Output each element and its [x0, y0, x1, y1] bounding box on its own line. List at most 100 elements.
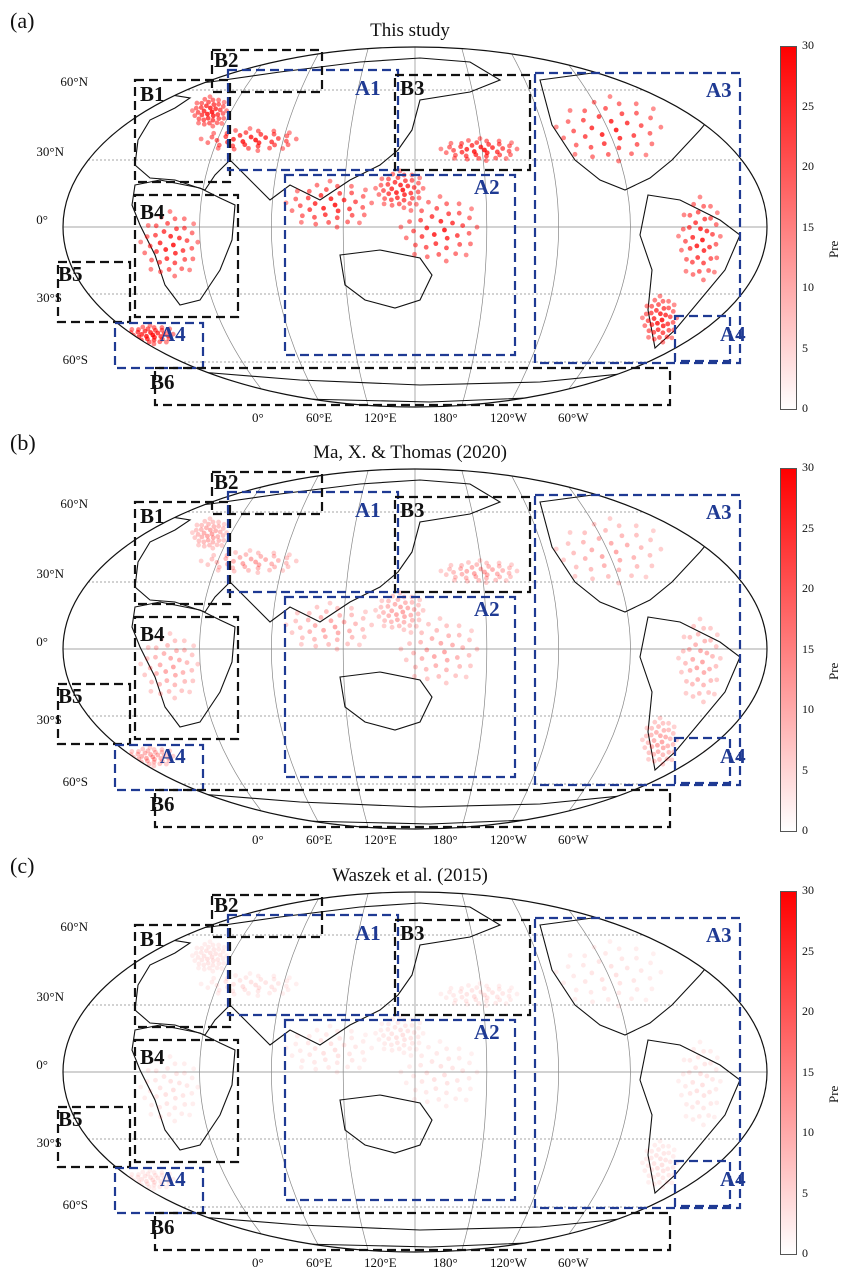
region-label-a4-west: A4	[160, 1167, 186, 1191]
lon-label: 60°W	[558, 1255, 589, 1270]
region-label-a4-west: A4	[160, 322, 186, 346]
panel-a: (a) This study 60°N 30°N 0° 30°S 60°S 0°…	[0, 0, 845, 425]
colorbar-tick: 25	[802, 944, 814, 958]
colorbar-tick: 25	[802, 521, 814, 535]
lat-label: 0°	[36, 634, 48, 649]
region-label-b4: B4	[140, 622, 165, 646]
colorbar-tick: 5	[802, 763, 808, 777]
colorbar-tick: 30	[802, 883, 814, 897]
lat-label: 30°N	[36, 144, 64, 159]
lon-label: 60°W	[558, 410, 589, 425]
region-label-b3: B3	[400, 76, 425, 100]
region-label-a4-east: A4	[720, 322, 746, 346]
lon-label: 120°E	[364, 1255, 397, 1270]
lat-label: 60°S	[62, 352, 88, 367]
colorbar-tick: 5	[802, 1186, 808, 1200]
region-label-b3: B3	[400, 498, 425, 522]
colorbar	[780, 468, 797, 832]
lon-label: 180°	[433, 1255, 458, 1270]
region-label-a1: A1	[355, 921, 381, 945]
lon-label: 0°	[252, 410, 264, 425]
lon-label: 0°	[252, 832, 264, 847]
panel-label: (a)	[10, 8, 35, 33]
lat-label: 60°N	[60, 496, 88, 511]
panel-title: Waszek et al. (2015)	[332, 865, 488, 886]
region-label-a2: A2	[474, 597, 500, 621]
region-label-b6: B6	[150, 370, 175, 394]
region-label-b2: B2	[214, 48, 239, 72]
colorbar	[780, 46, 797, 410]
lon-label: 60°E	[306, 1255, 333, 1270]
colorbar-tick: 15	[802, 642, 814, 656]
colorbar-tick: 25	[802, 99, 814, 113]
colorbar-tick: 0	[802, 401, 808, 415]
lon-label: 120°E	[364, 832, 397, 847]
colorbar-tick: 0	[802, 823, 808, 837]
region-label-a1: A1	[355, 76, 381, 100]
lat-label: 60°S	[62, 1197, 88, 1212]
colorbar	[780, 891, 797, 1255]
lat-label: 30°S	[36, 1135, 62, 1150]
colorbar-title: Pre Num	[826, 232, 845, 258]
lon-label: 0°	[252, 1255, 264, 1270]
region-label-b2: B2	[214, 470, 239, 494]
panel-title: Ma, X. & Thomas (2020)	[313, 442, 507, 463]
region-label-b4: B4	[140, 1045, 165, 1069]
lon-label: 60°E	[306, 832, 333, 847]
region-label-b5: B5	[58, 684, 83, 708]
region-label-a3: A3	[706, 500, 732, 524]
colorbar-tick: 10	[802, 702, 814, 716]
colorbar-tick: 5	[802, 341, 808, 355]
lon-label: 60°W	[558, 832, 589, 847]
region-label-b3: B3	[400, 921, 425, 945]
panel-c: (c) Waszek et al. (2015) 60°N 30°N 0° 30…	[0, 845, 845, 1270]
region-label-b6: B6	[150, 792, 175, 816]
region-label-b1: B1	[140, 82, 165, 106]
colorbar-tick: 20	[802, 159, 814, 173]
lon-label: 180°	[433, 832, 458, 847]
region-label-a4-west: A4	[160, 744, 186, 768]
region-label-a1: A1	[355, 498, 381, 522]
region-label-b4: B4	[140, 200, 165, 224]
region-label-b5: B5	[58, 1107, 83, 1131]
region-label-a2: A2	[474, 1020, 500, 1044]
colorbar-title: Pre Num	[826, 654, 845, 680]
lon-label: 120°W	[490, 410, 527, 425]
lat-label: 60°N	[60, 74, 88, 89]
lat-label: 60°N	[60, 919, 88, 934]
lon-label: 180°	[433, 410, 458, 425]
colorbar-tick: 15	[802, 1065, 814, 1079]
colorbar-title: Pre Num	[826, 1077, 845, 1103]
panel-label: (c)	[10, 853, 35, 878]
world-map	[56, 891, 768, 1253]
region-label-b6: B6	[150, 1215, 175, 1239]
region-label-b1: B1	[140, 927, 165, 951]
lat-label: 0°	[36, 1057, 48, 1072]
colorbar-tick: 30	[802, 460, 814, 474]
colorbar-tick: 15	[802, 220, 814, 234]
lat-label: 30°S	[36, 712, 62, 727]
panel-b: (b) Ma, X. & Thomas (2020) 60°N 30°N 0° …	[0, 422, 845, 847]
region-label-a3: A3	[706, 923, 732, 947]
region-label-b1: B1	[140, 504, 165, 528]
lon-label: 120°W	[490, 1255, 527, 1270]
region-label-b5: B5	[58, 262, 83, 286]
lat-label: 0°	[36, 212, 48, 227]
lat-label: 30°N	[36, 989, 64, 1004]
panel-title: This study	[370, 20, 450, 41]
colorbar-tick: 10	[802, 280, 814, 294]
colorbar-tick: 0	[802, 1246, 808, 1260]
lon-label: 60°E	[306, 410, 333, 425]
region-label-a3: A3	[706, 78, 732, 102]
lat-label: 60°S	[62, 774, 88, 789]
lon-label: 120°E	[364, 410, 397, 425]
colorbar-tick: 20	[802, 1004, 814, 1018]
colorbar-tick: 10	[802, 1125, 814, 1139]
region-label-b2: B2	[214, 893, 239, 917]
world-map	[56, 46, 768, 408]
world-map	[56, 468, 768, 830]
lon-label: 120°W	[490, 832, 527, 847]
panel-label: (b)	[10, 430, 36, 455]
region-label-a2: A2	[474, 175, 500, 199]
region-label-a4-east: A4	[720, 744, 746, 768]
